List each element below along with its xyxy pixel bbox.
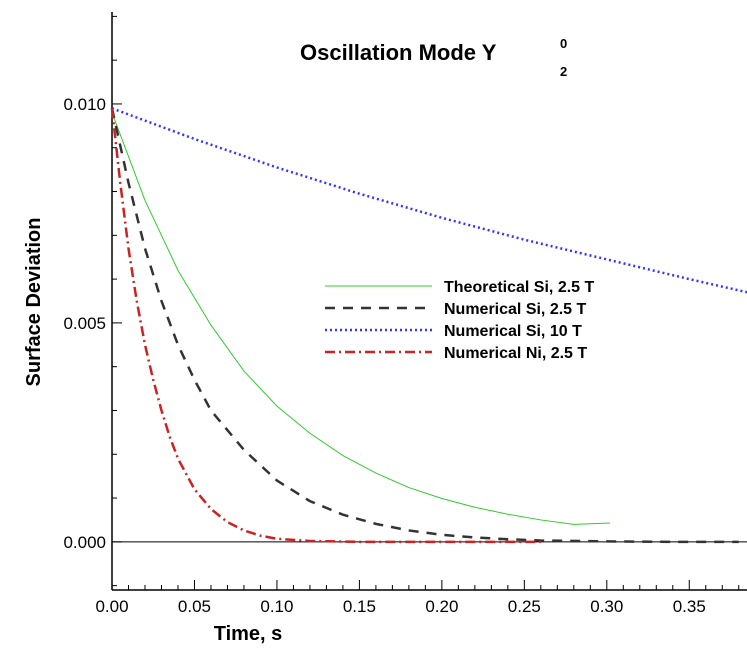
series-line [110, 108, 541, 544]
legend-label: Theoretical Si, 2.5 T [444, 279, 595, 296]
legend: Theoretical Si, 2.5 T Numerical Si, 2.5 T… [325, 279, 595, 362]
y-axis-title: Surface Deviation [23, 218, 45, 387]
legend-label: Numerical Ni, 2.5 T [444, 345, 587, 362]
chart-title-subscript: 2 [560, 64, 567, 79]
chart-title-superscript: 0 [560, 36, 567, 51]
chart-title: Oscillation Mode Y [300, 40, 497, 65]
x-tick-label: 0.15 [343, 597, 376, 616]
x-tick-label: 0.30 [590, 597, 623, 616]
x-tick-label: 0.05 [178, 597, 211, 616]
series-line [111, 107, 747, 294]
series-line [110, 108, 739, 544]
x-tick-label: 0.10 [260, 597, 293, 616]
x-tick-label: 0.35 [673, 597, 706, 616]
series-line [111, 112, 611, 525]
x-axis-title: Time, s [214, 623, 283, 645]
series-layer [110, 107, 747, 544]
ticks-layer: 0.00 0.05 0.10 0.15 0.20 0.25 0.30 0.35 0.000 0.0… [63, 15, 740, 616]
chart-title-main: Oscillation Mode Y [300, 40, 497, 65]
x-tick-label: 0.25 [508, 597, 541, 616]
y-tick-label: 0.005 [63, 314, 106, 333]
legend-label: Numerical Si, 2.5 T [444, 301, 587, 318]
y-tick-label: 0.010 [63, 95, 106, 114]
x-tick-label: 0.00 [95, 597, 128, 616]
x-tick-label: 0.20 [425, 597, 458, 616]
legend-label: Numerical Si, 10 T [444, 323, 582, 340]
y-tick-label: 0.000 [63, 533, 106, 552]
plot-frame [111, 12, 747, 591]
